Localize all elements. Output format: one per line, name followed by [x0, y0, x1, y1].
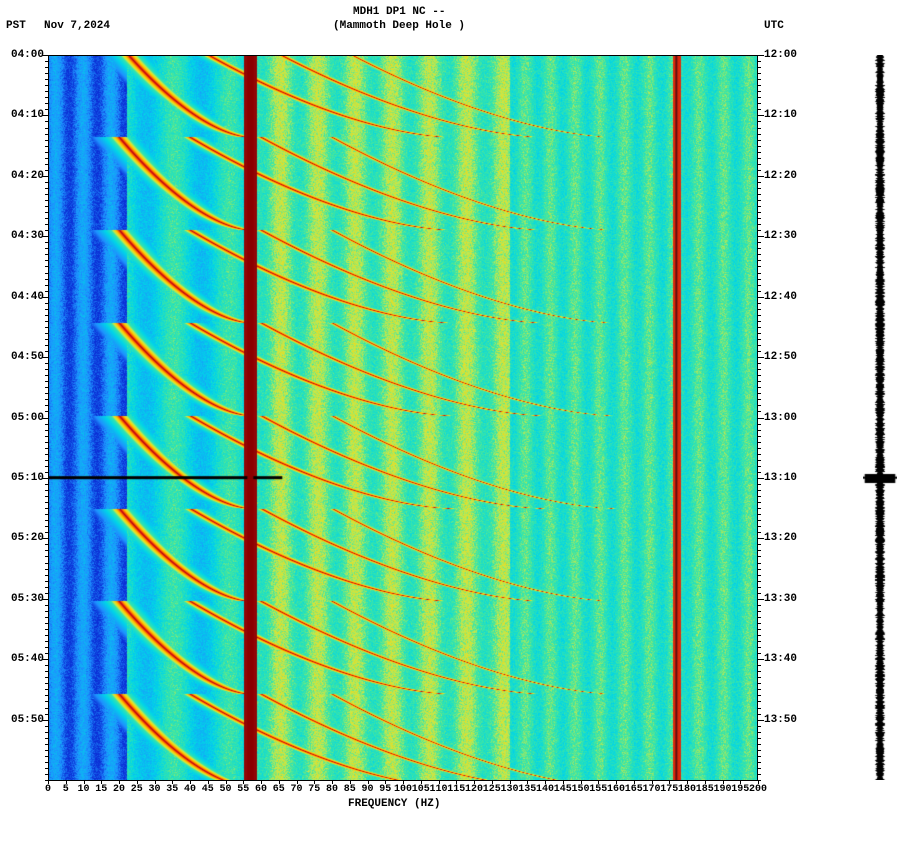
left-time-tick: 04:30 — [4, 230, 44, 242]
right-time-tick: 12:30 — [764, 230, 804, 242]
right-time-tick: 13:40 — [764, 653, 804, 665]
right-time-tick: 12:50 — [764, 351, 804, 363]
left-timezone-label: PST — [6, 20, 26, 32]
right-timezone-label: UTC — [764, 20, 784, 32]
spectrogram-heatmap — [48, 55, 758, 780]
left-time-tick: 04:10 — [4, 109, 44, 121]
axis-border-top — [48, 55, 758, 56]
freq-tick: 200 — [748, 784, 768, 795]
right-time-tick: 13:30 — [764, 593, 804, 605]
right-time-tick: 13:50 — [764, 714, 804, 726]
axis-border-left — [48, 55, 49, 780]
left-time-tick: 05:10 — [4, 472, 44, 484]
right-time-tick: 13:00 — [764, 412, 804, 424]
left-time-tick: 05:30 — [4, 593, 44, 605]
left-time-tick: 04:20 — [4, 170, 44, 182]
frequency-axis-label: FREQUENCY (HZ) — [348, 798, 440, 810]
left-time-tick: 05:00 — [4, 412, 44, 424]
right-time-tick: 12:20 — [764, 170, 804, 182]
right-time-tick: 12:10 — [764, 109, 804, 121]
axis-border-bottom — [48, 780, 758, 781]
left-time-tick: 05:20 — [4, 532, 44, 544]
left-time-tick: 04:50 — [4, 351, 44, 363]
axis-border-right — [757, 55, 758, 780]
waveform-trace — [863, 55, 897, 780]
chart-title-line1: MDH1 DP1 NC -- — [353, 6, 445, 18]
chart-subtitle: (Mammoth Deep Hole ) — [333, 20, 465, 32]
right-time-tick: 12:00 — [764, 49, 804, 61]
left-time-tick: 04:00 — [4, 49, 44, 61]
left-time-tick: 04:40 — [4, 291, 44, 303]
right-time-tick: 13:20 — [764, 532, 804, 544]
left-time-tick: 05:50 — [4, 714, 44, 726]
right-time-tick: 12:40 — [764, 291, 804, 303]
date-label: Nov 7,2024 — [44, 20, 110, 32]
left-time-tick: 05:40 — [4, 653, 44, 665]
right-time-tick: 13:10 — [764, 472, 804, 484]
